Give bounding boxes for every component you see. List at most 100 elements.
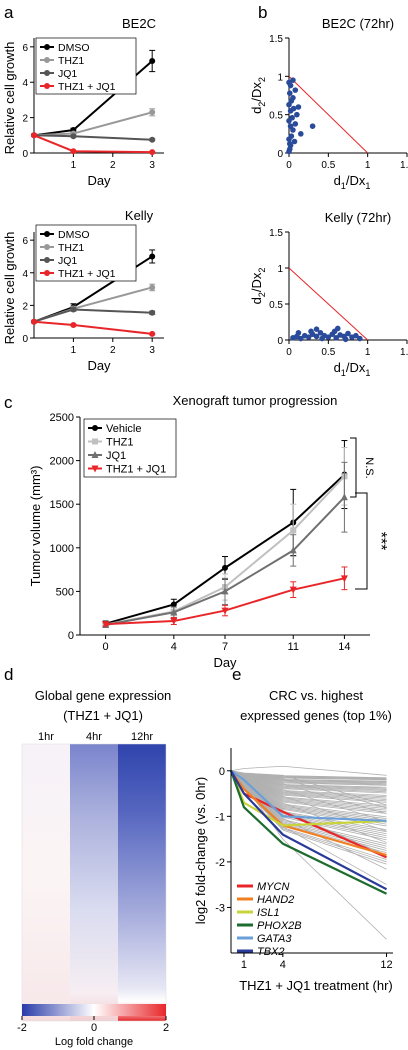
x-axis-label: THZ1 + JQ1 treatment (hr) [239, 978, 393, 993]
y-tick-label: 4 [22, 78, 28, 89]
x-tick-label: 0 [103, 641, 109, 653]
panel-letter-b: b [258, 3, 267, 22]
legend-marker [44, 270, 50, 276]
scatter-point [292, 87, 299, 93]
data-point [31, 318, 37, 325]
scatter-point [305, 334, 312, 340]
y-tick-label: 1 [277, 264, 283, 275]
data-point [70, 133, 77, 140]
y-axis-label: Relative cell growth [2, 42, 17, 155]
data-point [170, 601, 177, 608]
y-tick-label: 0 [277, 149, 283, 160]
legend-label: JQ1 [58, 68, 77, 80]
x-axis-label: Day [87, 358, 111, 373]
x-tick-label: 1 [71, 345, 77, 356]
scatter-point [319, 335, 325, 342]
y-tick-label: 0.5 [269, 300, 283, 311]
y-axis-label: d2/Dx2 [249, 77, 267, 114]
y-tick-label: 1 [277, 72, 283, 83]
y-tick-label: 6 [22, 236, 28, 247]
x-tick-label: 3 [149, 160, 155, 171]
scatter-point [309, 123, 316, 129]
gene-line-phox2b [229, 770, 387, 895]
chart-title: Kelly (72hr) [325, 210, 391, 225]
y-tick-label: 1500 [50, 499, 74, 511]
scatter-point [353, 332, 359, 339]
y-axis-label: d2/Dx2 [249, 268, 267, 305]
legend-label: THZ1 + JQ1 [106, 464, 166, 476]
data-point [290, 527, 297, 534]
legend-marker [44, 70, 50, 76]
scatter-point [342, 336, 349, 343]
legend-marker [44, 231, 50, 237]
y-tick-label: 0 [68, 630, 74, 642]
data-point [149, 284, 156, 291]
scatter-point [288, 133, 295, 139]
column-label: 4hr [86, 731, 102, 743]
y-tick-label: 1000 [50, 543, 74, 555]
y-tick-label: 2 [22, 301, 28, 312]
legend-label: THZ1 + JQ1 [58, 268, 116, 280]
scatter-point [298, 335, 304, 342]
series-line-thz1 [33, 111, 153, 137]
colorbar [22, 1004, 166, 1016]
scatter-point [291, 138, 298, 145]
x-tick-label: 2 [110, 345, 116, 356]
legend-label: PHOX2B [257, 920, 302, 932]
scatter-point [292, 121, 299, 127]
chart-e: CRC vs. highest expressed genes (top 1%) 0… [193, 688, 393, 993]
ns-annotation: N.S. [363, 457, 375, 478]
chart-d: Global gene expression (THZ1 + JQ1) 1hr 4hr… [17, 688, 171, 1048]
legend-label: MYCN [257, 881, 289, 893]
data-point [170, 618, 178, 626]
data-point [70, 321, 77, 328]
legend-label: THZ1 [58, 55, 84, 67]
legend-marker [92, 425, 98, 431]
data-point [149, 149, 156, 156]
y-tick-label: 0.5 [269, 111, 283, 122]
y-tick-label: 4 [22, 269, 28, 280]
x-tick-label: 11 [288, 641, 299, 653]
y-tick-label: -2 [215, 857, 225, 869]
data-point [221, 587, 229, 595]
legend-label: ISL1 [257, 907, 280, 919]
chart-title: BE2C [122, 16, 156, 31]
data-point [70, 148, 77, 155]
x-tick-label: 2 [110, 160, 116, 171]
scatter-point [294, 111, 300, 118]
chart-b2: 0 0.5 1 1.5 0 0.5 1 1.5 Kelly (72hr) d1/Dx1 d2/Dx2 [249, 210, 408, 378]
x-tick-label: 4 [171, 641, 177, 653]
data-point [340, 493, 348, 501]
data-point [102, 621, 110, 629]
heatmap-column [70, 744, 118, 1021]
legend-marker [44, 44, 50, 50]
colorbar-tick-label: 2 [163, 1022, 169, 1034]
legend-label: HAND2 [257, 894, 294, 906]
y-tick-label: 0 [22, 149, 28, 160]
x-tick-label: 12 [380, 959, 392, 971]
data-point [149, 136, 156, 143]
legend-marker [44, 257, 50, 263]
legend-label: TBX2 [257, 946, 285, 958]
scatter-point [317, 330, 324, 336]
legend-marker [91, 451, 99, 458]
x-axis-label: Day [213, 655, 237, 670]
chart-subtitle: expressed genes (top 1%) [240, 708, 392, 723]
y-axis-label: Relative cell growth [2, 232, 17, 345]
chart-title: Global gene expression [35, 688, 172, 703]
scatter-point [333, 335, 340, 341]
x-tick-label: 3 [149, 345, 155, 356]
x-tick-label: 1.5 [400, 347, 408, 358]
x-tick-label: 1 [241, 959, 247, 971]
colorbar-tick-label: -2 [17, 1022, 27, 1034]
data-point [31, 132, 37, 139]
scatter-point [295, 330, 302, 336]
chart-b1: 0 0.5 1 1.5 0 0.5 1 1.5 BE2C (72hr) d1/Dx1 d2/Dx2 [249, 16, 408, 191]
x-axis-label: d1/Dx1 [334, 173, 371, 191]
chart-title: BE2C (72hr) [322, 16, 394, 31]
background-gene-line [230, 770, 387, 940]
x-tick-label: 0 [286, 347, 292, 358]
y-tick-label: 2000 [50, 456, 74, 468]
